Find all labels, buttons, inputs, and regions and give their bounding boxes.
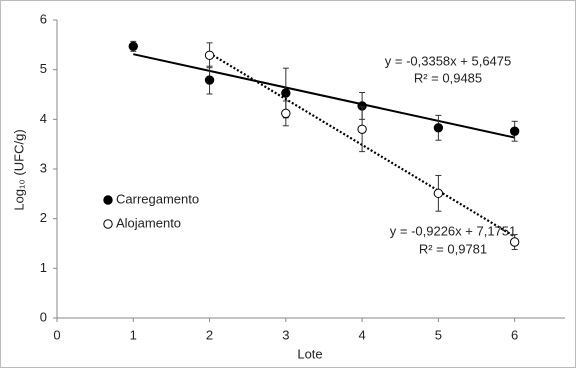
trendline-equation: y = -0,3358x + 5,6475	[385, 53, 511, 68]
point	[509, 126, 520, 136]
x-axis-title: Lote	[297, 346, 322, 361]
point	[204, 50, 215, 60]
y-tick-label: 2	[40, 210, 47, 225]
point	[128, 41, 138, 52]
point	[433, 188, 444, 199]
x-tick-label: 6	[511, 327, 518, 342]
y-tick-label: 6	[40, 11, 47, 26]
x-tick-label: 4	[358, 327, 365, 342]
y-tick-label: 4	[40, 111, 47, 126]
trendline	[133, 53, 515, 139]
y-tick-label: 5	[40, 61, 47, 76]
point	[281, 88, 291, 98]
trendline-r2: R² = 0,9485	[414, 70, 482, 85]
x-tick-label: 5	[435, 327, 442, 342]
trendline-equation: y = -0,9226x + 7,1751	[390, 223, 516, 238]
y-tick-label: 3	[40, 160, 47, 175]
legend-marker	[103, 219, 113, 229]
y-axis-title: Log₁₀ (UFC/g)	[11, 129, 26, 210]
legend-label: Alojamento	[116, 215, 181, 230]
point	[204, 75, 215, 85]
x-tick-label: 3	[282, 327, 289, 342]
x-tick-label: 0	[53, 327, 60, 342]
point	[509, 237, 520, 247]
trendline-r2: R² = 0,9781	[419, 241, 487, 256]
y-tick-label: 1	[40, 260, 47, 275]
x-tick-label: 2	[206, 327, 213, 342]
point	[281, 108, 291, 119]
y-tick-label: 0	[40, 309, 47, 324]
point	[433, 123, 444, 133]
point	[357, 124, 367, 134]
x-tick-label: 1	[130, 327, 137, 342]
legend-label: Carregamento	[116, 191, 199, 206]
legend-marker	[103, 195, 113, 205]
